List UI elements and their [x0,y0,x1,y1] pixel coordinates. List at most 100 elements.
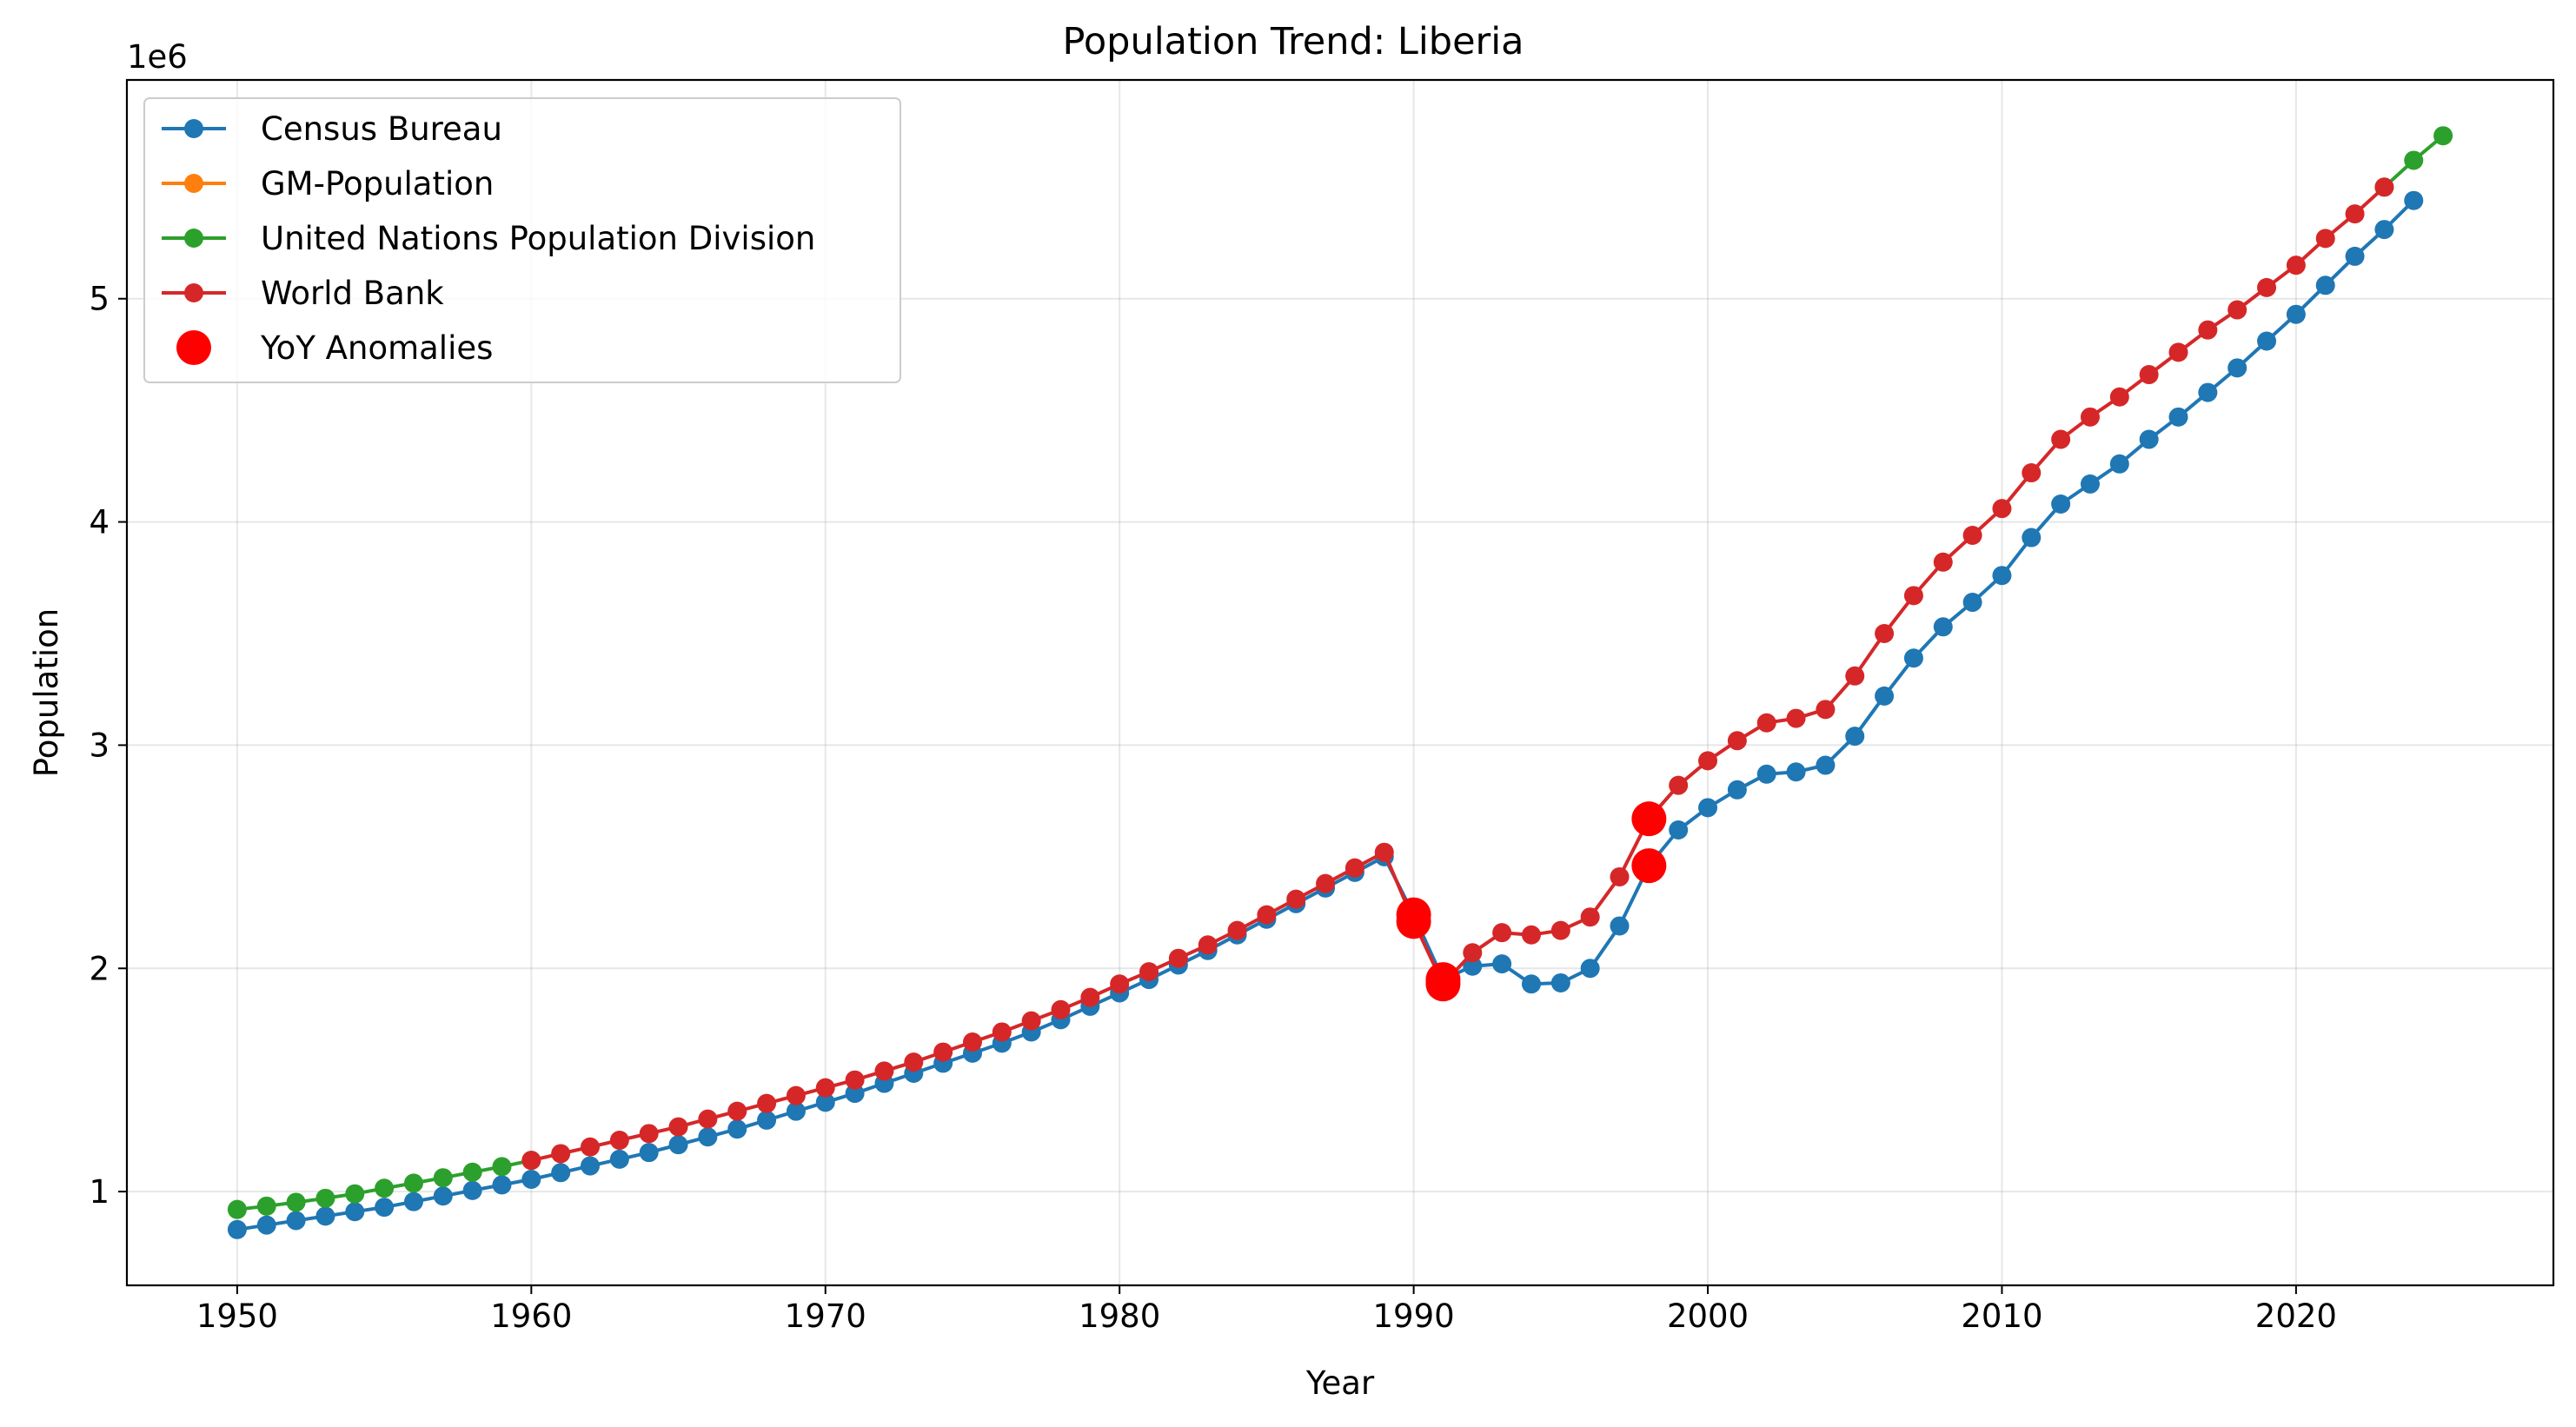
point-world-bank-1962 [581,1137,601,1157]
point-world-bank-1960 [521,1151,541,1171]
y-axis-label: Population [28,608,65,777]
point-world-bank-1997 [1610,866,1630,886]
point-world-bank-1964 [639,1124,659,1144]
x-tick-label-2020: 2020 [2255,1298,2337,1335]
point-census-bureau-2024 [2404,190,2424,210]
legend-marker-yoy-anomalies [176,330,211,365]
plot-area-frame [125,78,2555,1287]
point-census-bureau-2014 [2109,454,2129,474]
y-axis-offset-label: 1e6 [127,38,188,76]
y-tick-label-4000000: 4 [89,504,110,541]
point-census-bureau-2017 [2198,382,2218,402]
legend-label-united-nations: United Nations Population Division [261,220,815,257]
point-united-nations-population-division-2025 [2433,126,2453,146]
point-census-bureau-2003 [1786,762,1806,782]
point-census-bureau-1993 [1492,954,1512,974]
point-census-bureau-1997 [1610,916,1630,936]
point-world-bank-2013 [2080,407,2100,427]
axis-ticks: 1950 1960 1970 1980 1990 2000 2010 2020 1 2 3 4 5 [89,281,2337,1335]
point-census-bureau-1960 [521,1169,541,1189]
point-world-bank-1967 [727,1101,747,1121]
legend-entry-world-bank: World Bank [162,275,444,312]
point-world-bank-2020 [2286,256,2306,275]
point-census-bureau-2005 [1845,727,1865,747]
point-census-bureau-1971 [845,1084,865,1104]
point-census-bureau-1992 [1463,956,1483,976]
point-world-bank-1975 [962,1032,982,1052]
point-census-bureau-2009 [1962,593,1982,613]
point-world-bank-2003 [1786,708,1806,728]
point-census-bureau-2000 [1698,798,1718,818]
point-united-nations-population-division-1957 [433,1168,453,1188]
point-world-bank-1985 [1257,905,1277,925]
series-united-nations-population-division [227,126,2453,1219]
y-tick-label-5000000: 5 [89,281,110,318]
point-world-bank-2016 [2168,342,2188,362]
chart-legend: Census Bureau GM-Population United Natio… [143,97,901,383]
point-census-bureau-2021 [2315,275,2335,295]
point-census-bureau-1966 [698,1127,718,1147]
point-census-bureau-2023 [2374,220,2394,240]
point-world-bank-1981 [1139,962,1159,982]
point-world-bank-2014 [2109,387,2129,407]
legend-label-world-bank: World Bank [261,275,444,312]
point-census-bureau-2022 [2345,246,2365,266]
point-census-bureau-1950 [227,1219,247,1239]
point-world-bank-1983 [1198,935,1218,955]
x-tick-label-2010: 2010 [1961,1298,2042,1335]
point-census-bureau-1995 [1550,972,1570,992]
x-axis-label: Year [1305,1364,1375,1402]
point-world-bank-1986 [1286,889,1306,909]
point-world-bank-1961 [551,1144,571,1164]
point-world-bank-1973 [904,1052,924,1072]
legend-box [143,97,901,383]
anomaly-markers [1396,801,1667,1002]
point-census-bureau-1970 [815,1092,835,1112]
legend-entry-yoy-anomalies: YoY Anomalies [176,329,493,367]
point-world-bank-2006 [1875,623,1895,643]
point-world-bank-1980 [1110,974,1130,994]
point-census-bureau-1967 [727,1119,747,1139]
point-world-bank-2011 [2022,463,2042,483]
point-world-bank-2004 [1816,700,1836,720]
point-world-bank-2022 [2345,204,2365,224]
point-world-bank-1971 [845,1070,865,1090]
point-world-bank-1996 [1580,907,1600,927]
point-census-bureau-1994 [1521,974,1541,994]
anomaly-point-1998-4 [1631,848,1667,884]
point-census-bureau-2011 [2022,528,2042,548]
point-census-bureau-1996 [1580,959,1600,979]
point-world-bank-2018 [2227,300,2247,320]
point-census-bureau-1959 [492,1175,512,1195]
legend-marker-census-bureau [184,119,203,138]
point-united-nations-population-division-1959 [492,1157,512,1177]
point-census-bureau-2016 [2168,407,2188,427]
point-united-nations-population-division-1951 [256,1196,276,1216]
point-united-nations-population-division-1956 [403,1173,423,1193]
point-world-bank-2021 [2315,229,2335,249]
x-tick-label-1950: 1950 [196,1298,278,1335]
point-census-bureau-1999 [1669,820,1689,840]
point-united-nations-population-division-1950 [227,1199,247,1219]
point-world-bank-2005 [1845,666,1865,686]
legend-entry-census-bureau: Census Bureau [162,110,502,148]
point-census-bureau-2008 [1933,617,1953,637]
series-world-bank [521,177,2394,1171]
point-world-bank-1993 [1492,923,1512,943]
point-united-nations-population-division-1958 [462,1162,482,1182]
point-world-bank-2002 [1756,713,1776,733]
point-world-bank-1977 [1021,1011,1041,1031]
point-census-bureau-2004 [1816,755,1836,775]
point-census-bureau-1955 [375,1198,395,1218]
point-united-nations-population-division-1952 [286,1192,306,1212]
point-world-bank-1974 [933,1042,953,1062]
point-census-bureau-1957 [433,1186,453,1206]
y-tick-label-1000000: 1 [89,1173,110,1211]
point-world-bank-1994 [1521,925,1541,945]
point-world-bank-2000 [1698,751,1718,771]
point-census-bureau-1965 [668,1135,688,1155]
point-world-bank-1988 [1344,858,1364,878]
series-line-world-bank-0 [530,185,2386,1163]
point-census-bureau-2007 [1903,648,1923,668]
